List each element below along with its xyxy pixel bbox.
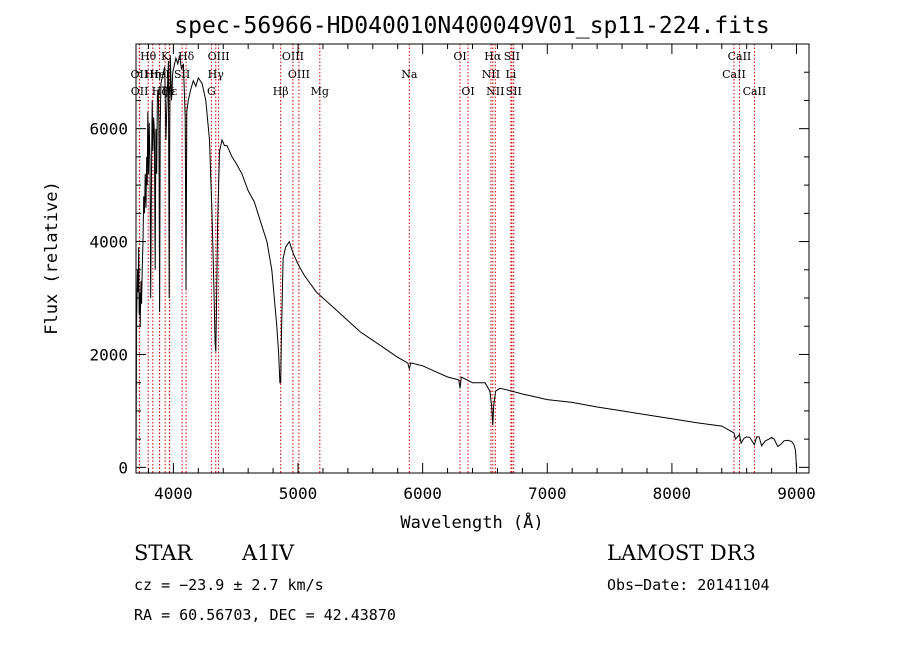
x-tick-label: 4000: [154, 484, 193, 503]
x-tick-label: 8000: [653, 484, 692, 503]
x-tick-label: 5000: [279, 484, 318, 503]
emission-line-label: Hγ: [208, 68, 225, 81]
emission-line-label: CaII: [722, 68, 746, 81]
x-axis-label: Wavelength (Å): [400, 511, 543, 533]
emission-line-label: K: [161, 50, 170, 63]
emission-line-label: SII: [174, 68, 190, 81]
emission-line-label: Hζ: [152, 85, 168, 98]
y-axis: 0 2000 4000 6000: [89, 71, 809, 477]
object-class: STAR: [134, 541, 193, 565]
spectrum-line: [135, 55, 797, 468]
emission-line-label: SII: [506, 85, 522, 98]
emission-line-label: Na: [401, 68, 418, 81]
info-block: STAR A1IV LAMOST DR3 cz = −23.9 ± 2.7 km…: [134, 541, 770, 624]
emission-line-label: OIII: [288, 68, 310, 81]
survey-name: LAMOST DR3: [607, 541, 756, 565]
emission-line-label: Hα: [484, 50, 502, 63]
x-tick-label: 7000: [528, 484, 567, 503]
emission-line-label: SII: [504, 50, 520, 63]
emission-line-label: Li: [505, 68, 516, 81]
emission-line-label: H: [165, 85, 175, 98]
y-tick-label: 0: [118, 458, 128, 477]
y-tick-label: 2000: [89, 345, 128, 364]
emission-line-label: OII: [131, 68, 149, 81]
emission-line-label: Hδ: [178, 50, 195, 63]
emission-line-label: OIII: [282, 50, 304, 63]
emission-line-label: G: [207, 85, 216, 98]
emission-line-label: OI: [461, 85, 474, 98]
emission-line-label: Hθ: [140, 50, 157, 63]
redshift-velocity: cz = −23.9 ± 2.7 km/s: [134, 576, 324, 594]
y-axis-label: Flux (relative): [42, 181, 62, 335]
object-subclass: A1IV: [241, 541, 295, 565]
emission-line-label: Hη: [145, 68, 161, 81]
y-tick-label: 4000: [89, 233, 128, 252]
emission-line-label: NII: [486, 85, 504, 98]
emission-line-label: Mg: [311, 85, 329, 98]
x-axis: 4000 5000 6000 7000 8000 9000: [147, 44, 816, 503]
x-tick-label: 9000: [777, 484, 816, 503]
emission-line-label: OIII: [208, 50, 230, 63]
emission-line-label: Hβ: [273, 85, 289, 98]
emission-line-label: NII: [482, 68, 500, 81]
emission-line-markers: [138, 44, 755, 473]
sky-coordinates: RA = 60.56703, DEC = 42.43870: [134, 606, 396, 624]
emission-line-label: HeI: [149, 68, 169, 81]
observation-date: Obs−Date: 20141104: [607, 576, 770, 594]
y-tick-label: 6000: [89, 120, 128, 139]
emission-line-label: CaII: [728, 50, 752, 63]
chart-title: spec-56966-HD040010N400049V01_sp11-224.f…: [174, 13, 769, 39]
emission-line-label: OI: [453, 50, 466, 63]
x-tick-label: 6000: [403, 484, 442, 503]
plot-frame: [135, 43, 810, 474]
emission-line-label: OII: [131, 85, 149, 98]
emission-line-label: CaII: [743, 85, 767, 98]
